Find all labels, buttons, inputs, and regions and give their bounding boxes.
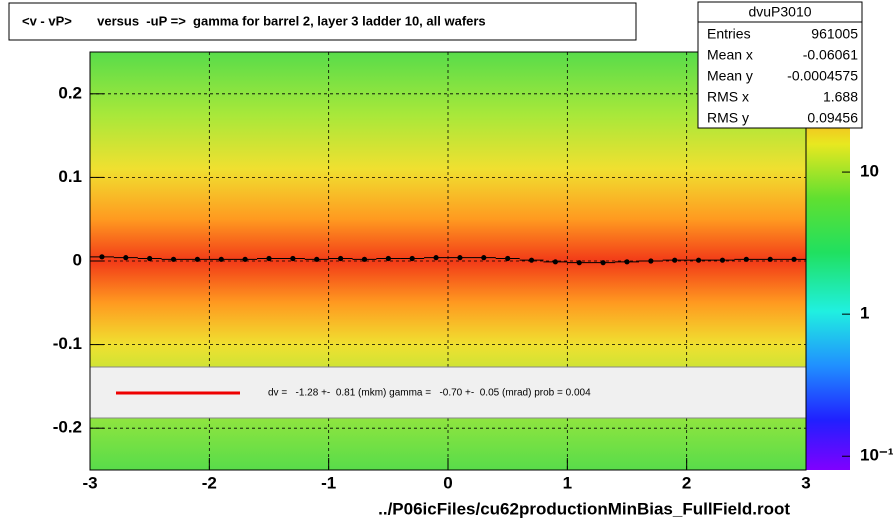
y-tick-label: 0: [73, 250, 82, 269]
x-tick-label: -3: [82, 473, 97, 492]
x-tick-label: -2: [202, 473, 217, 492]
x-tick-label: 1: [563, 473, 572, 492]
stats-label: Mean y: [707, 68, 753, 84]
stats-label: RMS x: [707, 89, 749, 105]
z-tick-label: 10⁻¹: [860, 446, 894, 465]
y-tick-label: 0.2: [58, 83, 82, 102]
stats-value: 1.688: [823, 89, 858, 105]
x-tick-label: 3: [801, 473, 810, 492]
title-box: [8, 2, 637, 41]
x-axis-label: ../P06icFiles/cu62productionMinBias_Full…: [378, 499, 790, 518]
x-tick-label: 2: [682, 473, 691, 492]
stats-value: -0.0004575: [787, 68, 858, 84]
stats-value: 0.09456: [807, 110, 858, 126]
stats-title: dvuP3010: [748, 4, 811, 20]
x-tick-label: 0: [443, 473, 452, 492]
stats-value: 961005: [811, 26, 858, 42]
stats-label: RMS y: [707, 110, 749, 126]
x-tick-label: -1: [321, 473, 336, 492]
chart-title: <v - vP> versus -uP => gamma for barrel …: [22, 13, 486, 28]
z-tick-label: 1: [860, 304, 869, 323]
stats-label: Mean x: [707, 47, 753, 63]
y-tick-label: 0.1: [58, 167, 82, 186]
fit-text: dv = -1.28 +- 0.81 (mkm) gamma = -0.70 +…: [268, 388, 591, 399]
stats-label: Entries: [707, 26, 751, 42]
z-tick-label: 10: [860, 162, 879, 181]
stats-box: [697, 1, 863, 129]
y-tick-label: -0.1: [53, 334, 82, 353]
stats-value: -0.06061: [803, 47, 858, 63]
y-tick-label: -0.2: [53, 418, 82, 437]
